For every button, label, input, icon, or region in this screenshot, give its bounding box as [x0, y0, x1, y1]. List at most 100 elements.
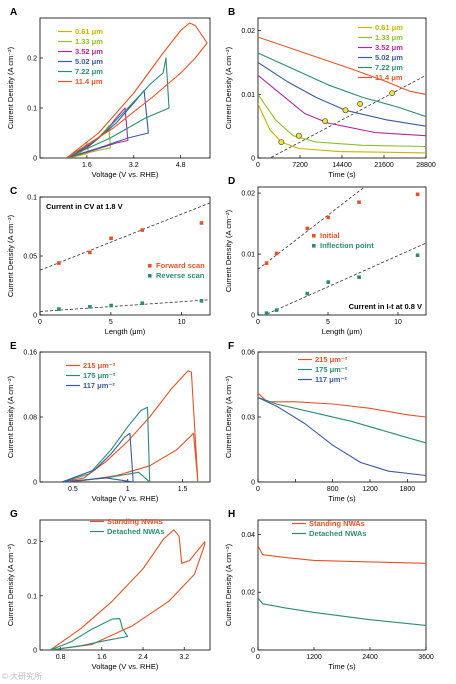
panel-A: A 1.6 3.2 4.8 0 0.1 0.2 Voltage (V vs. RHE) Curr…	[6, 7, 211, 179]
x-tick-label-G: 0.8	[56, 654, 66, 661]
series-line-E	[61, 370, 199, 482]
legend-label-F: 175 μm⁻²	[315, 365, 348, 374]
x-axis-label-B: Time (s)	[328, 170, 356, 179]
legend-marker-C	[148, 264, 152, 268]
y-axis-label-H: Current Density (A cm⁻²)	[224, 543, 233, 626]
x-tick-label-D: 0	[256, 319, 260, 326]
data-point-D	[357, 275, 361, 280]
inflection-marker-B	[342, 107, 349, 114]
fit-line-C	[40, 299, 210, 312]
data-point-D	[274, 308, 279, 312]
panel-label-F: F	[228, 341, 234, 352]
plot-area-C	[40, 202, 210, 312]
y-tick-label-H: 0.04	[241, 532, 255, 539]
plot-frame-H	[257, 519, 427, 651]
plot-frame-C	[39, 196, 211, 316]
y-tick-label-H: 0.02	[241, 590, 255, 597]
legend-label-B: 1.33 μm	[375, 33, 403, 42]
y-axis-label-F: Current Density (A cm⁻²)	[224, 375, 233, 458]
panel-E: E 0.5 1 1.5 0 0.08 0.16 Voltage (V vs. RHE) Curr…	[6, 341, 211, 503]
data-point-C	[140, 301, 145, 305]
legend-label-A: 1.33 μm	[75, 37, 103, 46]
y-tick-label-G: 0	[33, 648, 37, 655]
y-tick-label-E: 0.16	[23, 350, 37, 357]
plot-frame-E	[39, 351, 211, 483]
y-axis-label-B: Current Density (A cm⁻²)	[224, 46, 233, 129]
x-tick-label-E: 0.5	[68, 486, 78, 493]
x-axis-label-D: Length (μm)	[322, 327, 363, 336]
y-tick-label-B: 0	[251, 156, 255, 163]
data-point-D	[264, 261, 269, 265]
x-axis-label-C: Length (μm)	[105, 327, 146, 336]
panel-title-D: Current in I-t at 0.8 V	[349, 302, 422, 311]
y-axis-label-G: Current Density (A cm⁻²)	[6, 543, 15, 626]
y-tick-label-E: 0.08	[23, 415, 37, 422]
x-tick-label-G: 2.4	[138, 654, 148, 661]
y-tick-label-A: 0.2	[27, 56, 37, 63]
data-point-D	[305, 226, 310, 231]
x-tick-label-H: 2400	[362, 654, 378, 661]
y-tick-label-E: 0	[33, 480, 37, 487]
watermark: © 大研究所	[2, 672, 43, 681]
x-axis-label-G: Voltage (V vs. RHE)	[92, 662, 159, 671]
legend-marker-D	[312, 234, 316, 238]
y-tick-label-F: 0	[251, 480, 255, 487]
plot-frame-G	[39, 519, 211, 651]
legend-label-F: 215 μm⁻²	[315, 355, 348, 364]
data-point-C	[199, 299, 204, 303]
legend-label-H: Standing NWAs	[309, 519, 365, 528]
legend-label-A: 11.4 μm	[75, 77, 103, 86]
y-tick-label-B: 0.02	[241, 28, 255, 35]
x-tick-label-F: 800	[327, 486, 339, 493]
x-tick-label-G: 3.2	[179, 654, 189, 661]
panel-label-D: D	[228, 176, 235, 187]
plot-area-E	[61, 370, 199, 482]
series-line-A	[66, 57, 170, 158]
legend-label-D: Initial	[320, 231, 340, 240]
inflection-marker-B	[322, 118, 328, 124]
y-tick-label-F: 0.06	[241, 350, 255, 357]
panel-label-C: C	[10, 186, 17, 197]
x-tick-label-A: 1.6	[82, 162, 92, 169]
legend-label-B: 5.02 μm	[375, 53, 403, 62]
data-point-C	[88, 304, 92, 309]
plot-area-F	[258, 392, 426, 477]
fit-line-C	[40, 202, 210, 271]
legend-label-E: 175 μm⁻²	[83, 371, 116, 380]
data-point-C	[88, 250, 92, 255]
x-axis-label-A: Voltage (V vs. RHE)	[92, 170, 159, 179]
legend-label-B: 0.61 μm	[375, 23, 403, 32]
panel-label-H: H	[228, 509, 235, 520]
panel-label-G: G	[10, 509, 18, 520]
legend-label-B: 7.22 μm	[375, 63, 403, 72]
y-tick-label-F: 0.03	[241, 415, 255, 422]
x-tick-label-F: 1200	[362, 486, 378, 493]
panel-D: D 0 5 10 0 0.01 0.02 Length (μm) Current Density…	[224, 176, 427, 336]
data-point-D	[415, 253, 420, 258]
y-tick-label-C: 0.05	[23, 254, 37, 261]
x-tick-label-D: 10	[394, 319, 402, 326]
panel-label-A: A	[10, 7, 17, 18]
x-tick-label-A: 4.8	[176, 162, 186, 169]
x-tick-label-F: 0	[256, 486, 260, 493]
x-tick-label-H: 3600	[418, 654, 434, 661]
panel-title-C: Current in CV at 1.8 V	[46, 202, 123, 211]
x-tick-label-A: 3.2	[129, 162, 139, 169]
y-axis-label-E: Current Density (A cm⁻²)	[6, 375, 15, 458]
series-line-H	[258, 597, 426, 626]
panel-B: B 0 7200 14400 21600 28800 0 0.01 0.02 Time (s) Cu…	[224, 7, 436, 179]
legend-label-H: Detached NWAs	[309, 529, 367, 538]
legend-label-A: 5.02 μm	[75, 57, 103, 66]
legend-label-B: 3.52 μm	[375, 43, 403, 52]
y-tick-label-D: 0.02	[241, 191, 255, 198]
legend-label-C: Reverse scan	[156, 271, 205, 280]
legend-marker-C	[148, 274, 152, 278]
x-axis-label-E: Voltage (V vs. RHE)	[92, 494, 159, 503]
y-axis-label-C: Current Density (A cm⁻²)	[6, 214, 15, 297]
y-axis-label-D: Current Density (A cm⁻²)	[224, 209, 233, 292]
panel-H: H 0 1200 2400 3600 0 0.02 0.04 Time (s) Current D…	[224, 509, 434, 671]
legend-label-F: 117 μm⁻²	[315, 375, 347, 384]
y-tick-label-G: 0.1	[27, 593, 37, 600]
x-tick-label-B: 14400	[332, 162, 352, 169]
series-line-B	[258, 36, 426, 95]
